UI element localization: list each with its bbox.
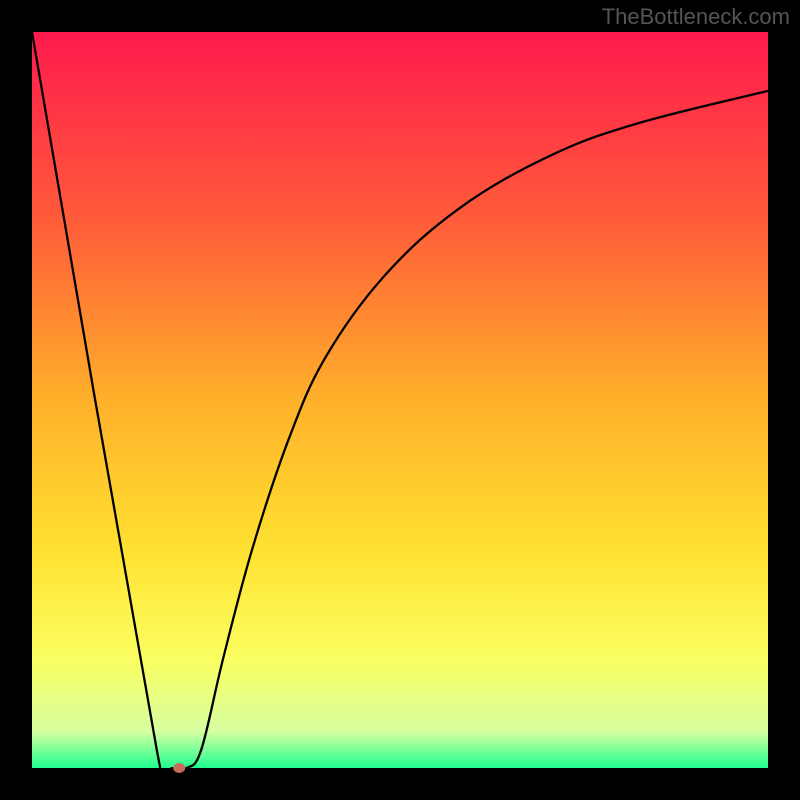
chart-svg [0,0,800,800]
bottleneck-chart: TheBottleneck.com [0,0,800,800]
optimum-marker [173,763,185,773]
chart-background [32,32,768,768]
watermark-text: TheBottleneck.com [602,4,790,30]
